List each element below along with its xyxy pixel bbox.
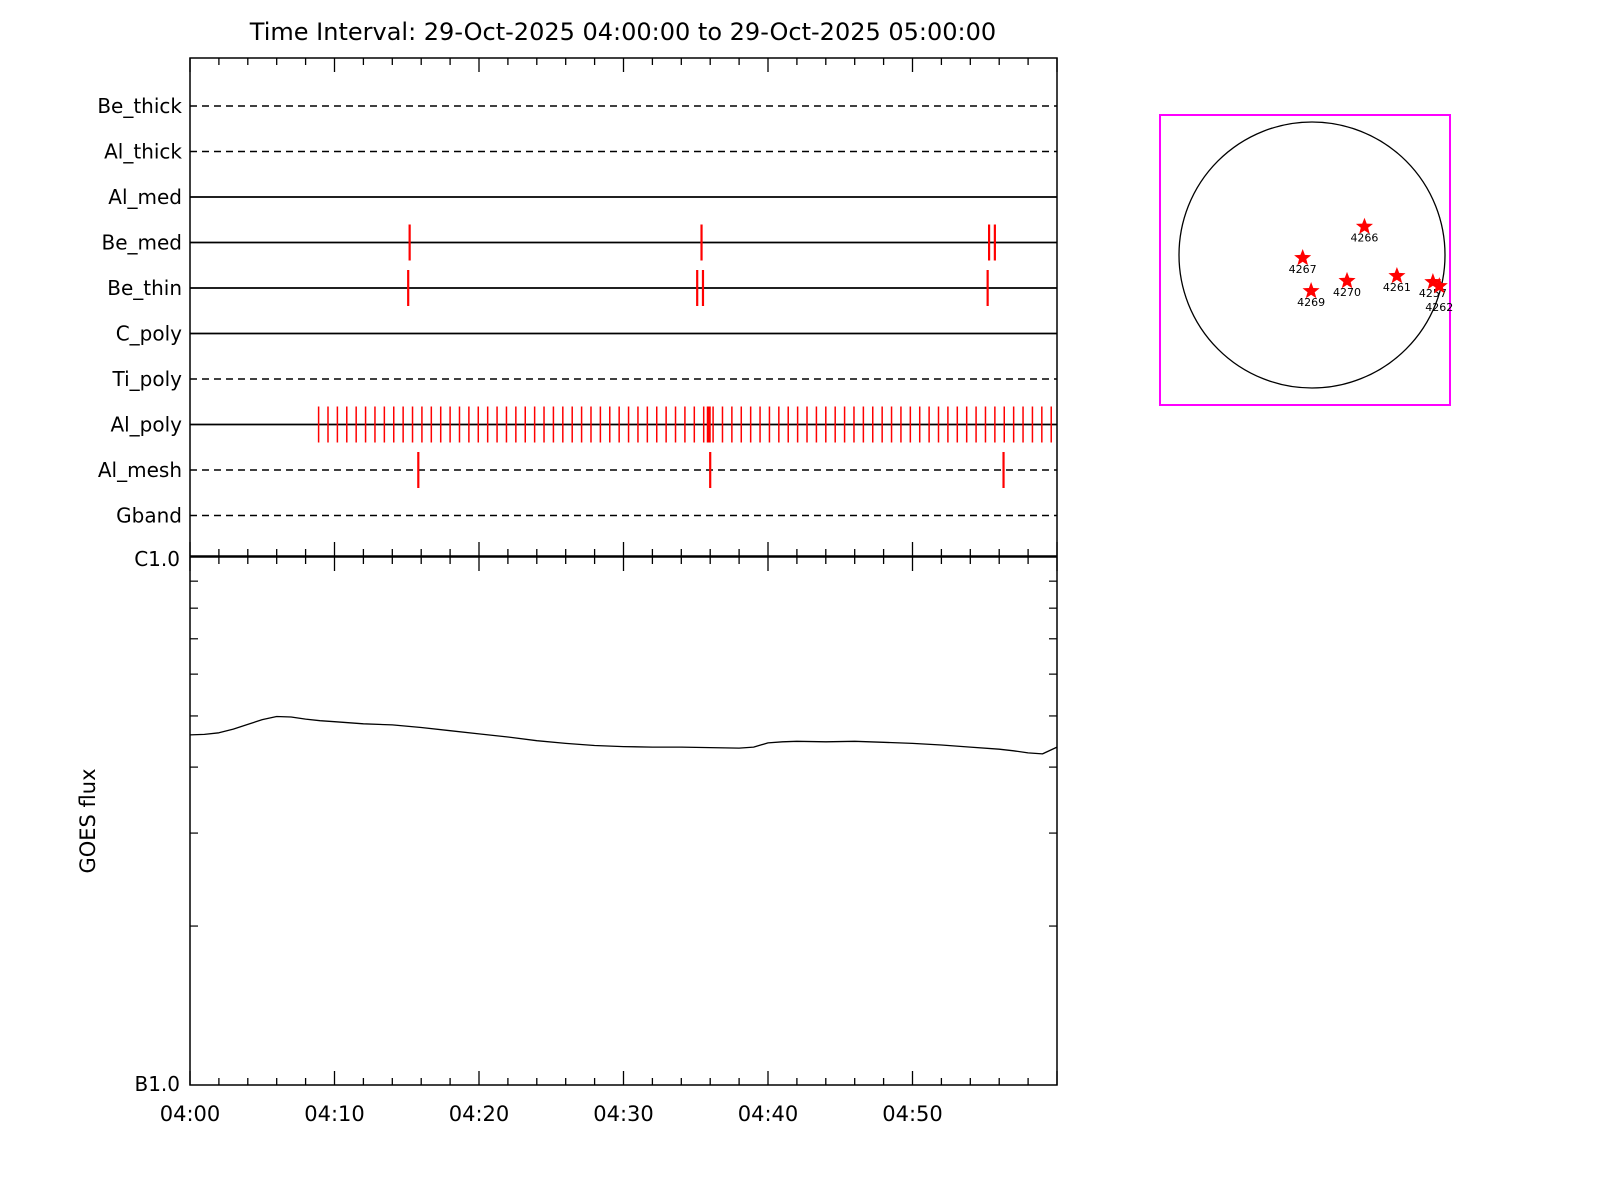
active-region-star-4267 (1294, 249, 1312, 266)
x-tick-label: 04:40 (738, 1102, 799, 1126)
timeline-frame (189, 57, 1058, 557)
channel-label-Al_mesh: Al_mesh (98, 458, 182, 482)
solar-limb (1178, 121, 1446, 389)
channel-label-Be_thin: Be_thin (107, 276, 182, 300)
goes-frame (189, 556, 1058, 1086)
chart-title: Time Interval: 29-Oct-2025 04:00:00 to 2… (249, 18, 996, 46)
active-region-label-4257: 4257 (1419, 287, 1447, 300)
active-region-star-4269 (1302, 282, 1320, 299)
active-region-label-4267: 4267 (1289, 263, 1317, 276)
channel-label-Al_poly: Al_poly (110, 413, 182, 437)
x-tick-label: 04:50 (882, 1102, 943, 1126)
active-region-label-4262: 4262 (1425, 301, 1453, 314)
goes-flux-panel: C1.0 B1.0 GOES flux 04:00 04:10 04:20 04:30 04:… (76, 547, 1058, 1126)
y-axis-title: GOES flux (76, 768, 100, 873)
map-border (1159, 114, 1451, 406)
channel-label-Ti_poly: Ti_poly (112, 367, 183, 391)
y-axis-top-label: C1.0 (134, 547, 180, 571)
channel-label-Be_thick: Be_thick (97, 94, 182, 118)
channel-label-Al_thick: Al_thick (104, 140, 182, 164)
channel-label-Be_med: Be_med (101, 231, 182, 255)
x-tick-label: 04:30 (593, 1102, 654, 1126)
active-region-label-4269: 4269 (1297, 296, 1325, 309)
y-axis-bottom-label: B1.0 (134, 1072, 180, 1096)
xrt-filter-timeline-panel: Be_thick Al_thick Al_med Be_med Be_thin C_pol… (97, 57, 1058, 557)
x-tick-label: 04:20 (449, 1102, 510, 1126)
active-region-label-4266: 4266 (1350, 232, 1378, 245)
channel-label-Al_med: Al_med (108, 185, 182, 209)
active-region-label-4261: 4261 (1383, 281, 1411, 294)
x-tick-label: 04:00 (160, 1102, 221, 1126)
active-region-star-4270 (1338, 271, 1356, 289)
active-region-star-4261 (1388, 267, 1406, 284)
goes-flux-curve (189, 715, 1058, 755)
channel-label-Gband: Gband (116, 504, 182, 528)
active-region-label-4270: 4270 (1333, 286, 1361, 299)
active-region-star-4262 (1430, 277, 1448, 294)
channel-label-C_poly: C_poly (116, 322, 182, 346)
active-region-star-4257 (1424, 273, 1442, 290)
x-tick-label: 04:10 (304, 1102, 365, 1126)
active-region-star-4266 (1355, 217, 1373, 234)
